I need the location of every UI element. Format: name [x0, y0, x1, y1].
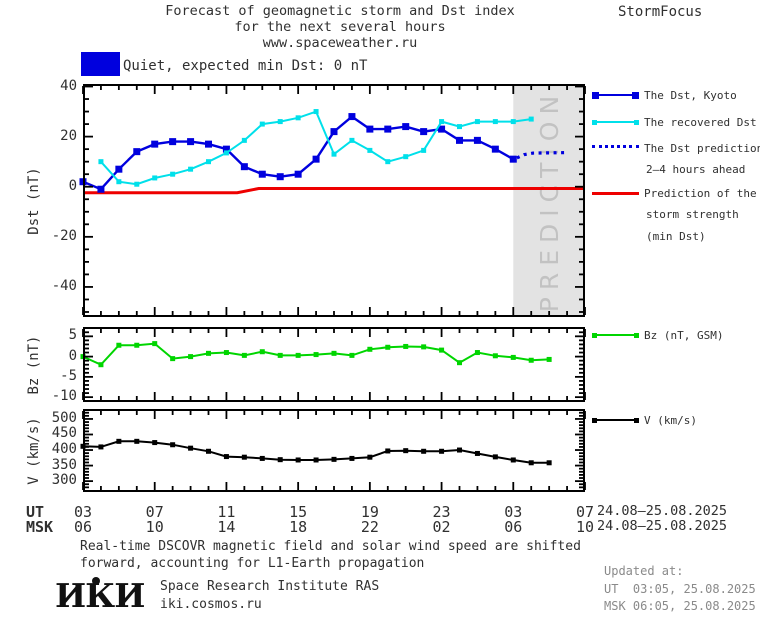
legend-bz: Bz (nT, GSM)	[592, 328, 723, 342]
page-title-line2: for the next several hours	[234, 19, 446, 35]
dst-ticks	[82, 85, 586, 315]
storm-strength-legend-sample	[592, 186, 639, 200]
v-ytick-400: 400	[51, 441, 77, 458]
v-chart	[80, 409, 586, 492]
legend-storm-strength-label2: storm strength	[646, 208, 739, 221]
ut-hour-row: UT 24.08–25.08.2025 03 07 11 15 19 23 03 07	[0, 503, 760, 521]
v-series-0-markers	[80, 438, 552, 466]
updated-at-ut: UT 03:05, 25.08.2025	[604, 582, 756, 596]
ut-hour-5: 23	[432, 503, 451, 521]
dst-prediction-legend-sample	[592, 141, 639, 155]
msk-hour-4: 22	[360, 518, 379, 536]
legend-dst-kyoto: The Dst, Kyoto	[592, 88, 737, 102]
ut-hour-2: 11	[217, 503, 236, 521]
msk-hour-6: 06	[504, 518, 523, 536]
msk-hour-3: 18	[289, 518, 308, 536]
dst-series-0	[83, 187, 585, 195]
ut-hour-1: 07	[145, 503, 164, 521]
ut-date-range: 24.08–25.08.2025	[597, 503, 728, 519]
iki-logo-text: ИКИ	[55, 576, 145, 615]
updated-at-msk: MSK 06:05, 25.08.2025	[604, 599, 756, 613]
legend-bz-label: Bz (nT, GSM)	[644, 328, 724, 342]
msk-date-range: 24.08–25.08.2025	[597, 518, 728, 534]
msk-hour-0: 06	[73, 518, 93, 536]
v-ytick-350: 350	[51, 456, 77, 473]
brand-stormfocus: StormFocus	[618, 4, 703, 20]
dst-series-2-markers	[98, 109, 534, 187]
legend-dst-prediction-label1: The Dst prediction	[644, 141, 760, 155]
legend-v: V (km/s)	[592, 413, 697, 427]
legend-storm-strength: Prediction of the	[592, 186, 757, 200]
dst-series-1	[82, 115, 514, 191]
dst-ytick--40: -40	[51, 277, 77, 294]
v-ytick-300: 300	[51, 472, 77, 489]
page-title-line1: Forecast of geomagnetic storm and Dst in…	[165, 3, 515, 19]
legend-v-label: V (km/s)	[644, 413, 697, 427]
v-ticks	[82, 411, 586, 490]
legend-dst-kyoto-label: The Dst, Kyoto	[644, 88, 737, 102]
bz-ytick-5: 5	[68, 327, 77, 344]
legend-dst-prediction: The Dst prediction	[592, 141, 760, 155]
footer-note-line1: Real-time DSCOVR magnetic field and sola…	[80, 539, 581, 554]
dst-series-2	[100, 110, 532, 186]
bz-ticks	[82, 329, 586, 400]
ut-row-caption: UT	[26, 503, 45, 521]
msk-hour-1: 10	[145, 518, 164, 536]
recovered-dst-legend-sample	[592, 115, 639, 129]
storm-level-swatch	[81, 52, 120, 76]
legend-storm-strength-label1: Prediction of the	[644, 186, 757, 200]
legend-recovered-dst-label: The recovered Dst	[644, 115, 757, 129]
institute-name: Space Research Institute RAS	[160, 579, 380, 594]
legend-recovered-dst: The recovered Dst	[592, 115, 757, 129]
v-ytick-500: 500	[51, 409, 77, 426]
storm-status-text: Quiet, expected min Dst: 0 nT	[123, 58, 368, 74]
dst-ytick--20: -20	[51, 227, 77, 244]
bz-ytick--5: -5	[60, 367, 77, 384]
msk-hour-7: 10	[575, 518, 595, 536]
prediction-band	[513, 84, 585, 317]
legend-storm-strength-label3: (min Dst)	[646, 230, 706, 243]
v-legend-sample	[592, 413, 639, 427]
iki-logo: ИКИ	[55, 576, 145, 615]
iki-logo-satellite-dot	[92, 577, 100, 585]
prediction-band-label: PREDICTION	[535, 89, 564, 312]
footer-note-line2: forward, accounting for L1-Earth propaga…	[80, 556, 425, 571]
v-ytick-450: 450	[51, 425, 77, 442]
bz-legend-sample	[592, 328, 639, 342]
msk-hour-2: 14	[217, 518, 236, 536]
bz-chart	[80, 327, 586, 402]
updated-at-label: Updated at:	[604, 564, 684, 578]
dst-kyoto-legend-sample	[592, 88, 639, 102]
legend-dst-prediction-label2: 2–4 hours ahead	[646, 163, 746, 176]
ut-hour-7: 07	[575, 503, 595, 521]
msk-hour-5: 02	[432, 518, 451, 536]
ut-hour-0: 03	[73, 503, 93, 521]
dst-ytick-40: 40	[60, 77, 77, 94]
bz-series-0-markers	[80, 341, 552, 368]
msk-hour-row: MSK 24.08–25.08.2025 06 10 14 18 22 02 06 10	[0, 518, 760, 536]
dst-ytick-20: 20	[60, 127, 77, 144]
bz-ytick--10: -10	[51, 388, 77, 405]
ut-hour-4: 19	[360, 503, 379, 521]
dst-chart: PREDICTION	[79, 84, 586, 317]
institute-site: iki.cosmos.ru	[160, 597, 262, 612]
msk-row-caption: MSK	[26, 518, 54, 536]
page-title-url: www.spaceweather.ru	[262, 35, 418, 51]
bz-ytick-0: 0	[68, 347, 77, 364]
ut-hour-3: 15	[289, 503, 308, 521]
ut-hour-6: 03	[504, 503, 523, 521]
dst-ytick-0: 0	[68, 177, 77, 194]
